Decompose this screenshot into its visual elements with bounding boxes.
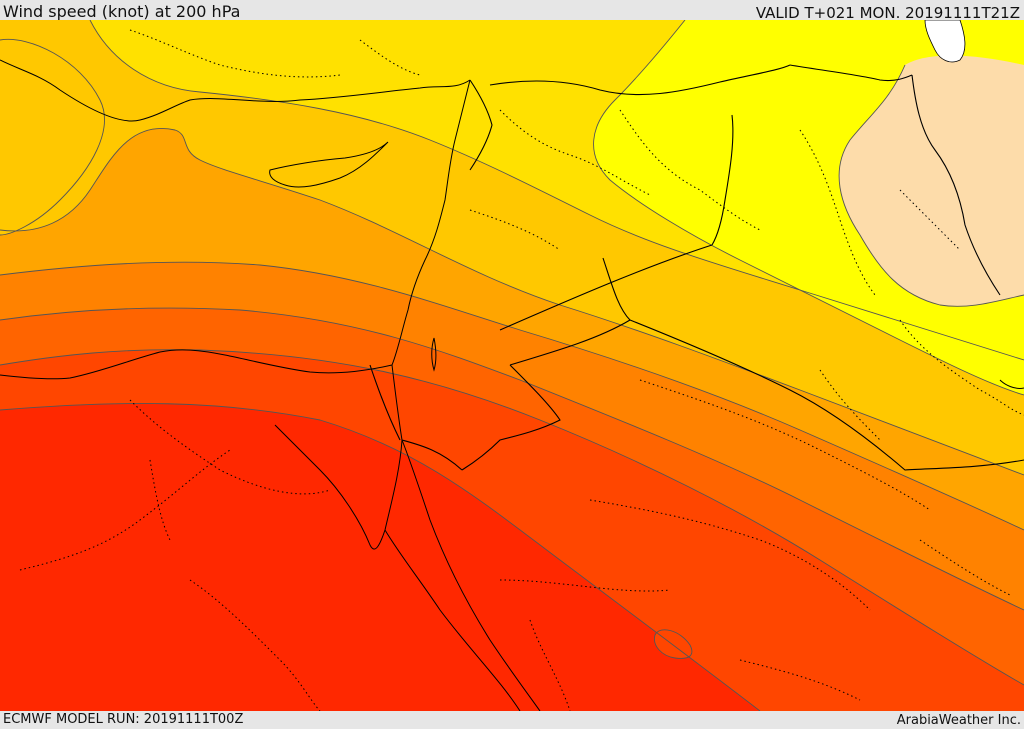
credit-label: ArabiaWeather Inc. [896, 713, 1021, 728]
coastlines [0, 59, 1024, 711]
footer-bar [0, 711, 1024, 729]
caspian-sea [924, 20, 966, 63]
valid-time-label: VALID T+021 MON. 20191111T21Z [755, 4, 1020, 22]
map-title: Wind speed (knot) at 200 hPa [3, 2, 241, 21]
national-borders [369, 64, 1024, 471]
model-run-label: ECMWF MODEL RUN: 20191111T00Z [3, 712, 244, 727]
header-bar [0, 0, 1024, 20]
internal-borders [19, 29, 1024, 711]
wind-speed-map [0, 20, 1024, 711]
band-1 [839, 55, 1024, 307]
isotach-lines [0, 20, 1024, 711]
band-4b [0, 39, 105, 236]
